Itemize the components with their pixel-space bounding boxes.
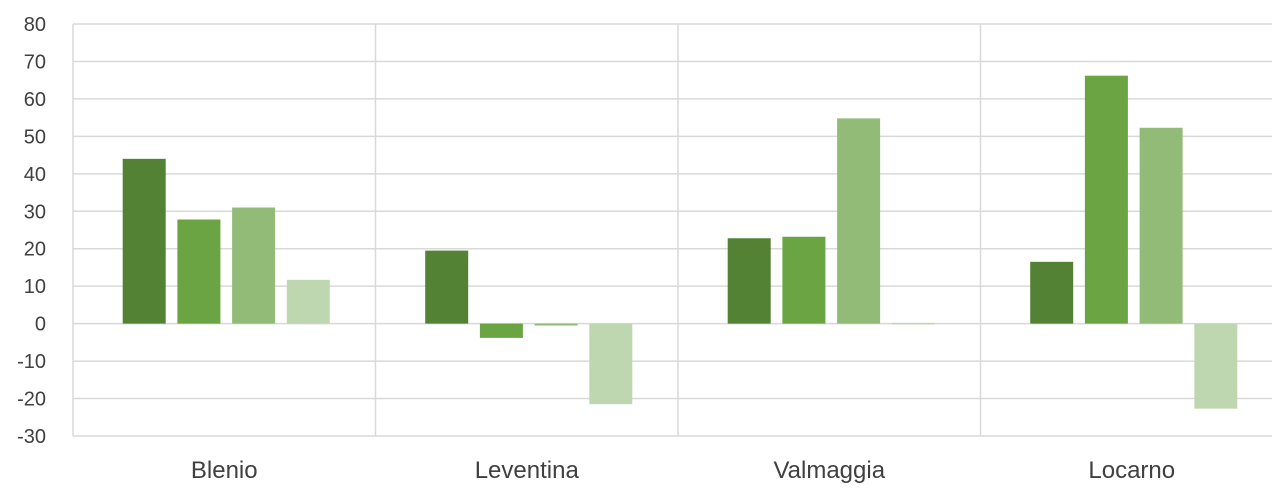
bar-locarno-series-4	[1194, 323, 1238, 409]
bar-valmaggia-series-4	[891, 322, 935, 325]
y-tick-label: 70	[24, 51, 46, 73]
y-tick-label: -30	[17, 426, 46, 448]
x-category-label-blenio: Blenio	[191, 457, 258, 484]
bars	[122, 75, 1238, 409]
y-tick-label: -10	[17, 351, 46, 373]
bar-valmaggia-series-2	[782, 236, 826, 324]
bar-leventina-series-1	[425, 250, 469, 324]
bar-locarno-series-1	[1030, 261, 1074, 324]
y-tick-label: -20	[17, 389, 46, 411]
bar-leventina-series-2	[479, 323, 523, 338]
x-category-label-leventina: Leventina	[475, 457, 580, 484]
bar-blenio-series-2	[177, 219, 221, 324]
x-category-label-locarno: Locarno	[1088, 457, 1175, 484]
bar-locarno-series-2	[1084, 75, 1128, 324]
bar-valmaggia-series-3	[837, 118, 881, 324]
bar-leventina-series-4	[589, 323, 633, 405]
category-separators	[374, 24, 982, 436]
y-tick-label: 40	[24, 164, 46, 186]
x-category-label-valmaggia: Valmaggia	[773, 457, 885, 484]
y-tick-label: 30	[24, 201, 46, 223]
y-tick-label: 0	[35, 314, 46, 336]
bar-blenio-series-1	[122, 158, 166, 324]
bar-blenio-series-3	[232, 207, 276, 324]
bar-valmaggia-series-1	[727, 238, 771, 324]
y-axis-tick-labels: 80 70 60 50 40 30 20 10 0 -10 -20 -30	[17, 14, 46, 448]
bar-leventina-series-3	[534, 323, 578, 326]
x-axis-category-labels: Blenio Leventina Valmaggia Locarno	[191, 457, 1175, 484]
y-tick-label: 60	[24, 89, 46, 111]
y-tick-label: 20	[24, 239, 46, 261]
y-tick-label: 80	[24, 14, 46, 36]
bar-locarno-series-3	[1139, 127, 1183, 324]
bar-blenio-series-4	[286, 279, 330, 324]
y-tick-label: 50	[24, 126, 46, 148]
y-tick-label: 10	[24, 276, 46, 298]
